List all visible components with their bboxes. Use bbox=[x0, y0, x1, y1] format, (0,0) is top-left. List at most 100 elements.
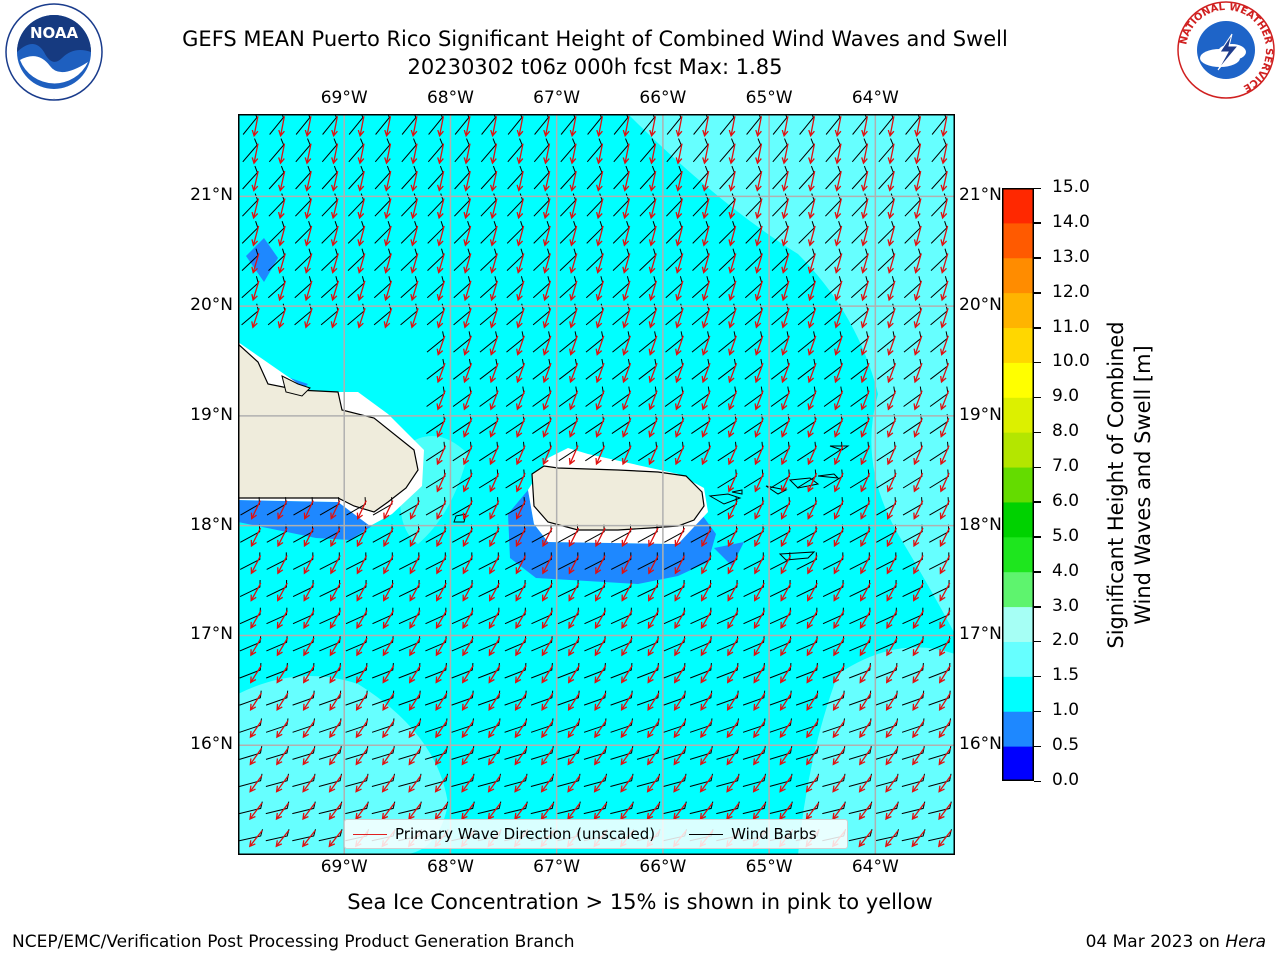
wave-direction-arrow bbox=[728, 308, 737, 329]
colorbar-tick-label: 2.0 bbox=[1052, 630, 1080, 651]
wave-direction-arrow bbox=[860, 417, 870, 438]
wind-barb bbox=[346, 524, 367, 543]
wind-barb bbox=[929, 469, 949, 489]
wave-direction-arrow bbox=[489, 555, 500, 575]
wave-direction-arrow bbox=[489, 582, 500, 602]
wave-direction-arrow bbox=[860, 280, 870, 302]
wave-direction-arrow bbox=[781, 308, 790, 329]
colorbar-bin bbox=[1002, 362, 1034, 398]
latitude-label-left: 19°N bbox=[190, 404, 233, 425]
colorbar-tick bbox=[1034, 327, 1041, 329]
wave-direction-arrow bbox=[674, 637, 686, 657]
wave-direction-arrow bbox=[649, 116, 657, 138]
wave-direction-arrow bbox=[622, 198, 631, 220]
wave-direction-arrow bbox=[940, 143, 948, 165]
wave-direction-arrow bbox=[648, 390, 658, 411]
wave-direction-arrow bbox=[621, 637, 633, 657]
wind-barb bbox=[319, 635, 341, 652]
wave-direction-arrow bbox=[489, 390, 499, 411]
wave-direction-arrow bbox=[249, 665, 262, 684]
footer-branch: NCEP/EMC/Verification Post Processing Pr… bbox=[12, 932, 575, 952]
wave-height-map bbox=[238, 114, 955, 855]
wave-direction-arrow bbox=[832, 747, 846, 766]
wave-direction-arrow bbox=[569, 362, 579, 384]
wave-direction-arrow bbox=[859, 610, 872, 630]
colorbar-tick-label: 10.0 bbox=[1052, 351, 1090, 372]
wind-barb bbox=[478, 607, 500, 625]
wind-barb bbox=[822, 635, 845, 652]
wave-direction-arrow bbox=[808, 116, 816, 138]
wave-direction-arrow bbox=[701, 362, 711, 384]
wind-barb bbox=[769, 552, 791, 570]
wind-barb bbox=[425, 497, 446, 516]
wind-barb bbox=[902, 497, 923, 516]
wave-direction-arrow bbox=[781, 143, 789, 165]
wind-barb bbox=[557, 579, 579, 598]
wave-direction-arrow bbox=[754, 390, 764, 411]
wave-direction-arrow bbox=[303, 555, 315, 575]
longitude-label-bottom: 65°W bbox=[745, 857, 793, 877]
shallow-zone bbox=[714, 542, 744, 566]
wave-direction-arrow bbox=[328, 802, 343, 821]
wave-direction-arrow bbox=[912, 610, 925, 630]
wave-direction-arrow bbox=[251, 143, 259, 165]
wave-direction-arrow bbox=[622, 143, 630, 165]
wave-direction-arrow bbox=[277, 198, 286, 220]
wave-direction-arrow bbox=[278, 143, 286, 165]
wave-direction-arrow bbox=[383, 500, 394, 520]
wave-direction-arrow bbox=[832, 665, 845, 684]
wind-barb bbox=[822, 607, 844, 625]
wave-direction-arrow bbox=[462, 582, 474, 602]
wave-direction-arrow bbox=[675, 362, 685, 384]
wind-barb bbox=[584, 607, 606, 625]
wind-barb bbox=[743, 635, 765, 652]
wave-direction-arrow bbox=[408, 665, 421, 684]
wind-barb bbox=[558, 524, 579, 543]
wave-direction-arrow bbox=[939, 582, 951, 602]
colorbar-tick-label: 12.0 bbox=[1052, 281, 1090, 302]
wave-direction-arrow bbox=[488, 610, 501, 630]
wind-barb bbox=[769, 579, 791, 598]
wind-barb bbox=[716, 635, 739, 652]
wave-direction-arrow bbox=[806, 610, 819, 630]
wave-direction-arrow bbox=[701, 198, 710, 220]
wave-direction-arrow bbox=[859, 747, 872, 766]
wave-direction-arrow bbox=[408, 692, 421, 711]
wave-direction-arrow bbox=[807, 170, 816, 192]
wave-direction-arrow bbox=[913, 500, 924, 520]
wave-direction-arrow bbox=[304, 253, 313, 274]
wind-barb bbox=[876, 524, 897, 543]
colorbar-bin bbox=[1002, 292, 1034, 329]
wave-direction-arrow bbox=[754, 362, 764, 384]
wave-direction-arrow bbox=[488, 637, 501, 657]
wave-direction-arrow bbox=[754, 335, 764, 356]
wave-direction-arrow bbox=[330, 308, 340, 329]
wave-direction-arrow bbox=[516, 116, 524, 138]
wave-direction-arrow bbox=[436, 198, 445, 220]
wave-direction-arrow bbox=[489, 253, 498, 274]
wave-direction-arrow bbox=[436, 582, 447, 602]
wind-barb bbox=[266, 552, 287, 570]
wave-direction-arrow bbox=[860, 555, 871, 575]
wave-direction-arrow bbox=[911, 802, 926, 821]
wind-barb bbox=[295, 114, 311, 135]
latitude-label-right: 17°N bbox=[959, 624, 1002, 645]
wave-direction-arrow bbox=[382, 747, 395, 766]
wave-direction-arrow bbox=[461, 775, 475, 793]
wave-direction-arrow bbox=[622, 280, 631, 302]
colorbar-tick-label: 1.5 bbox=[1052, 665, 1080, 686]
wave-direction-arrow bbox=[913, 225, 922, 247]
wind-barb bbox=[928, 552, 950, 570]
wind-barb bbox=[531, 635, 553, 652]
wave-direction-arrow bbox=[807, 500, 818, 520]
wave-direction-arrow bbox=[595, 253, 604, 274]
wave-direction-arrow bbox=[807, 335, 817, 356]
wave-direction-arrow bbox=[383, 280, 393, 302]
wind-barb bbox=[875, 635, 898, 652]
wind-barb bbox=[319, 607, 341, 625]
wind-barb bbox=[425, 552, 446, 570]
wind-barb bbox=[875, 607, 897, 625]
wind-barb bbox=[746, 114, 761, 135]
wave-direction-arrow bbox=[515, 445, 526, 466]
colorbar-tick-label: 3.0 bbox=[1052, 595, 1080, 616]
